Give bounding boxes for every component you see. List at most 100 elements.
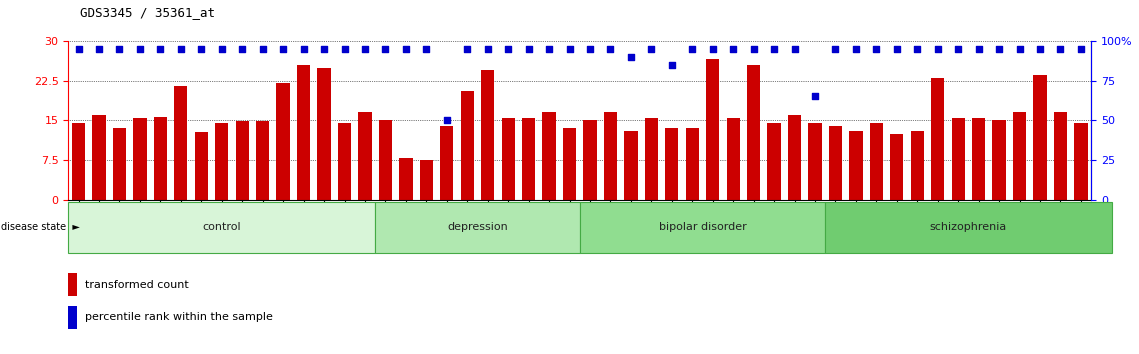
Bar: [501, 118, 515, 200]
Point: [90, 46, 108, 51]
Bar: [624, 131, 638, 200]
Bar: [542, 113, 556, 200]
Bar: [195, 132, 208, 200]
Point: [213, 46, 231, 51]
Point: [335, 46, 353, 51]
Point: [806, 93, 825, 99]
Bar: [768, 123, 780, 200]
Point: [745, 46, 763, 51]
Bar: [727, 118, 740, 200]
Point: [192, 46, 211, 51]
Bar: [215, 123, 229, 200]
Text: control: control: [203, 222, 241, 233]
Point: [704, 46, 722, 51]
Point: [1051, 46, 1070, 51]
Bar: [154, 116, 167, 200]
Text: depression: depression: [448, 222, 508, 233]
Bar: [891, 133, 903, 200]
Bar: [1013, 113, 1026, 200]
Point: [131, 46, 149, 51]
Bar: [133, 118, 147, 200]
Point: [69, 46, 88, 51]
Point: [1031, 46, 1049, 51]
Bar: [419, 160, 433, 200]
Point: [622, 54, 640, 59]
Point: [519, 46, 538, 51]
Point: [1010, 46, 1029, 51]
Bar: [809, 123, 821, 200]
Point: [417, 46, 435, 51]
Bar: [1074, 123, 1088, 200]
Bar: [972, 118, 985, 200]
Point: [928, 46, 947, 51]
Bar: [113, 128, 126, 200]
Point: [376, 46, 394, 51]
Point: [478, 46, 497, 51]
Text: disease state  ►: disease state ►: [1, 222, 80, 233]
Bar: [1054, 113, 1067, 200]
Point: [642, 46, 661, 51]
Point: [949, 46, 967, 51]
Text: bipolar disorder: bipolar disorder: [658, 222, 746, 233]
Point: [233, 46, 252, 51]
Bar: [72, 123, 85, 200]
Point: [867, 46, 885, 51]
Bar: [92, 115, 106, 200]
Text: percentile rank within the sample: percentile rank within the sample: [85, 312, 273, 322]
Bar: [951, 118, 965, 200]
Point: [969, 46, 988, 51]
Point: [1072, 46, 1090, 51]
Bar: [379, 120, 392, 200]
Point: [499, 46, 517, 51]
Point: [601, 46, 620, 51]
Point: [110, 46, 129, 51]
Point: [560, 46, 579, 51]
Bar: [583, 120, 597, 200]
Bar: [297, 65, 310, 200]
Bar: [338, 123, 351, 200]
Bar: [604, 113, 617, 200]
Bar: [1033, 75, 1047, 200]
Bar: [481, 70, 494, 200]
Point: [827, 46, 845, 51]
FancyBboxPatch shape: [375, 202, 580, 253]
FancyBboxPatch shape: [826, 202, 1112, 253]
Bar: [706, 59, 720, 200]
Bar: [931, 78, 944, 200]
Point: [172, 46, 190, 51]
Point: [683, 46, 702, 51]
Bar: [992, 120, 1006, 200]
Bar: [256, 121, 269, 200]
Point: [663, 62, 681, 67]
Point: [314, 46, 334, 51]
Bar: [68, 273, 77, 296]
Bar: [850, 131, 862, 200]
Point: [581, 46, 599, 51]
Bar: [236, 121, 248, 200]
Point: [724, 46, 743, 51]
Point: [274, 46, 293, 51]
Point: [396, 46, 415, 51]
Point: [437, 118, 456, 123]
Bar: [522, 118, 535, 200]
Text: transformed count: transformed count: [85, 280, 189, 290]
Point: [355, 46, 374, 51]
Point: [254, 46, 272, 51]
Bar: [359, 113, 371, 200]
Text: GDS3345 / 35361_at: GDS3345 / 35361_at: [80, 6, 215, 19]
Point: [846, 46, 865, 51]
Bar: [460, 91, 474, 200]
FancyBboxPatch shape: [580, 202, 826, 253]
Bar: [174, 86, 188, 200]
Bar: [788, 115, 801, 200]
Text: schizophrenia: schizophrenia: [929, 222, 1007, 233]
Point: [786, 46, 804, 51]
Bar: [68, 306, 77, 329]
FancyBboxPatch shape: [68, 202, 375, 253]
Bar: [829, 126, 842, 200]
Bar: [747, 65, 760, 200]
Bar: [686, 128, 699, 200]
Bar: [870, 123, 883, 200]
Bar: [563, 128, 576, 200]
Bar: [911, 131, 924, 200]
